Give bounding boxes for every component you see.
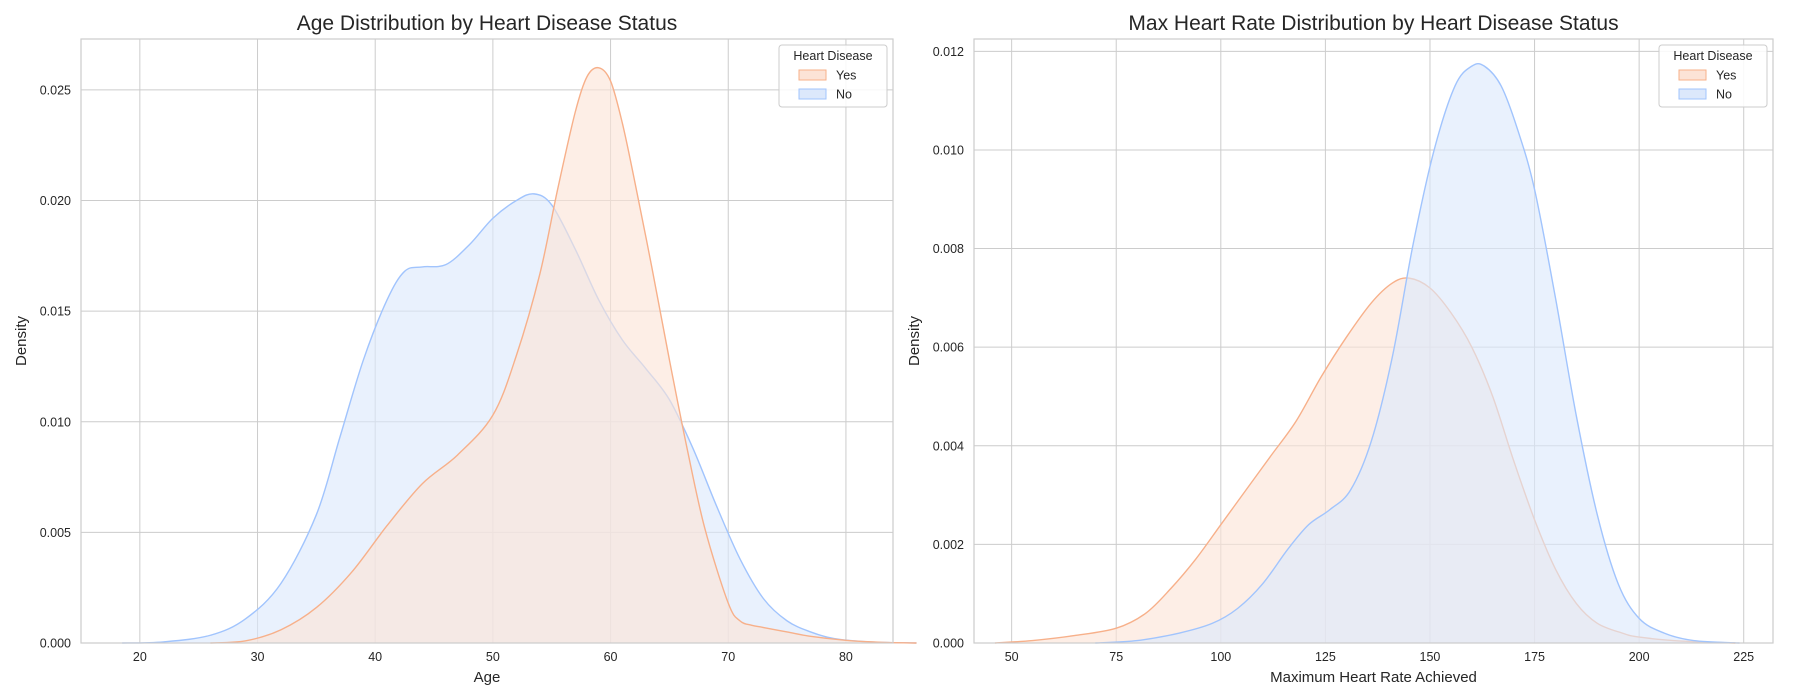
x-tick-label: 60 xyxy=(604,650,618,664)
legend-swatch-no xyxy=(798,88,827,100)
legend-swatch-no xyxy=(1678,88,1707,100)
x-tick-label: 50 xyxy=(486,650,500,664)
y-tick-label: 0.010 xyxy=(40,415,71,429)
y-tick-label: 0.020 xyxy=(40,194,71,208)
plot-frame xyxy=(973,38,1774,644)
y-tick-label: 0.000 xyxy=(933,637,964,651)
x-tick-label: 70 xyxy=(721,650,735,664)
y-tick-label: 0.010 xyxy=(933,143,964,157)
x-tick-label: 150 xyxy=(1420,650,1441,664)
legend: Heart Disease Yes No xyxy=(778,44,888,108)
max-heart-rate-distribution-chart: 50 75 100 125 150 175 200 225 0.000 0.002 0.004 0.0… xyxy=(906,12,1774,686)
density-line-yes xyxy=(210,66,917,644)
legend-title: Heart Disease xyxy=(793,49,872,63)
x-tick-label: 75 xyxy=(1109,650,1123,664)
density-area-yes xyxy=(210,67,917,644)
x-tick-label: 20 xyxy=(133,650,147,664)
y-tick-label: 0.004 xyxy=(933,439,964,453)
plot-frame xyxy=(80,38,894,644)
legend-label-no: No xyxy=(1716,88,1732,102)
y-axis-label: Density xyxy=(906,315,923,366)
legend-label-no: No xyxy=(836,88,852,102)
chart-title: Max Heart Rate Distribution by Heart Dis… xyxy=(1128,12,1618,35)
y-tick-label: 0.005 xyxy=(40,526,71,540)
x-tick-label: 175 xyxy=(1524,650,1545,664)
density-line-no xyxy=(122,193,917,644)
x-tick-label: 80 xyxy=(839,650,853,664)
y-tick-label: 0.002 xyxy=(933,538,964,552)
density-area-no xyxy=(1095,63,1740,643)
age-distribution-chart: 20 30 40 50 60 70 80 0.000 0.005 0.010 0.015 0.020 0… xyxy=(13,12,917,686)
x-axis-label: Maximum Heart Rate Achieved xyxy=(1270,669,1477,686)
x-axis-label: Age xyxy=(474,669,501,686)
y-tick-label: 0.012 xyxy=(933,45,964,59)
legend-title: Heart Disease xyxy=(1673,49,1752,63)
y-tick-label: 0.015 xyxy=(40,305,71,319)
y-tick-label: 0.025 xyxy=(40,83,71,97)
x-tick-label: 225 xyxy=(1733,650,1754,664)
chart-title: Age Distribution by Heart Disease Status xyxy=(297,12,678,35)
y-tick-label: 0.006 xyxy=(933,341,964,355)
y-tick-label: 0.000 xyxy=(40,637,71,651)
y-axis-label: Density xyxy=(13,315,30,366)
x-tick-label: 30 xyxy=(251,650,265,664)
legend-label-yes: Yes xyxy=(1716,69,1736,83)
y-tick-label: 0.008 xyxy=(933,242,964,256)
legend-swatch-yes xyxy=(798,69,827,81)
x-tick-label: 200 xyxy=(1629,650,1650,664)
x-tick-label: 100 xyxy=(1210,650,1231,664)
x-tick-label: 50 xyxy=(1005,650,1019,664)
legend-label-yes: Yes xyxy=(836,69,856,83)
density-line-no xyxy=(1095,62,1740,644)
legend-swatch-yes xyxy=(1678,69,1707,81)
x-tick-label: 125 xyxy=(1315,650,1336,664)
x-tick-label: 40 xyxy=(368,650,382,664)
legend: Heart Disease Yes No xyxy=(1658,44,1768,108)
